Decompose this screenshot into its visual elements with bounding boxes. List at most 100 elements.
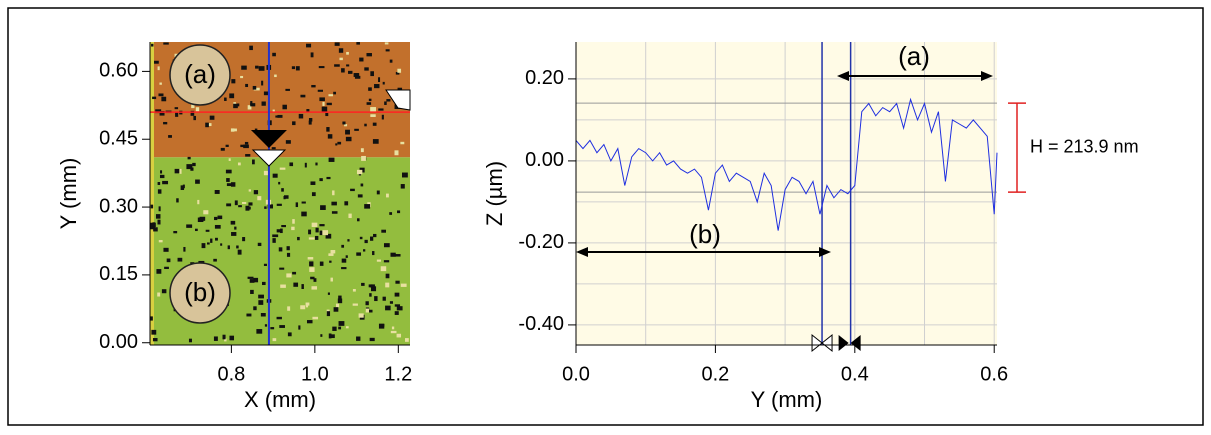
speckle <box>378 108 384 111</box>
edge-strip <box>150 42 154 345</box>
speckle <box>258 66 265 71</box>
speckle <box>253 190 259 195</box>
speckle <box>291 226 295 231</box>
y-tick-label: 0.30 <box>99 195 138 217</box>
speckle <box>300 305 306 310</box>
speckle <box>258 300 264 305</box>
speckle <box>154 60 159 64</box>
speckle <box>229 93 235 99</box>
speckle <box>368 87 372 91</box>
speckle <box>358 313 364 318</box>
speckle <box>199 216 206 221</box>
speckle <box>370 107 376 112</box>
speckle <box>195 179 200 184</box>
speckle <box>356 336 361 341</box>
speckle <box>292 121 296 126</box>
speckle <box>283 196 286 200</box>
speckle <box>190 110 195 116</box>
speckle <box>345 136 352 142</box>
speckle <box>311 286 318 290</box>
speckle <box>372 251 375 256</box>
speckle <box>152 338 158 342</box>
speckle <box>164 266 169 270</box>
y-tick-label: 0.00 <box>525 149 564 171</box>
speckle <box>220 147 225 151</box>
speckle <box>345 326 349 329</box>
speckle <box>325 233 332 239</box>
speckle <box>329 260 332 263</box>
speckle <box>161 289 167 294</box>
x-axis-label: X (mm) <box>244 387 316 412</box>
speckle <box>263 91 268 96</box>
speckle <box>253 87 260 91</box>
speckle <box>283 195 289 199</box>
speckle <box>301 211 307 217</box>
speckle <box>331 201 337 206</box>
speckle <box>150 225 156 230</box>
speckle <box>368 98 372 102</box>
speckle <box>157 182 161 185</box>
profile-line <box>575 97 998 231</box>
speckle <box>315 227 319 233</box>
speckle <box>174 107 179 110</box>
speckle <box>261 101 266 106</box>
speckle <box>354 128 359 131</box>
speckle <box>368 284 373 288</box>
speckle <box>275 115 279 118</box>
speckle <box>396 306 403 311</box>
speckle <box>397 210 401 214</box>
speckle <box>158 93 164 97</box>
speckle <box>372 139 379 144</box>
speckle <box>363 249 366 252</box>
speckle <box>197 199 200 205</box>
speckle <box>298 113 304 119</box>
speckle <box>242 201 247 204</box>
speckle <box>159 174 165 179</box>
speckle <box>252 85 257 90</box>
speckle <box>230 182 236 187</box>
speckle <box>333 307 339 312</box>
speckle <box>361 282 365 286</box>
speckle <box>157 66 160 71</box>
speckle <box>364 239 368 244</box>
speckle <box>338 326 342 330</box>
speckle <box>337 141 342 145</box>
speckle <box>320 334 323 337</box>
speckle <box>249 279 255 283</box>
speckle <box>176 198 179 203</box>
speckle <box>215 237 218 241</box>
speckle <box>205 122 209 128</box>
speckle <box>369 337 375 342</box>
speckle <box>286 246 290 251</box>
speckle <box>157 292 161 297</box>
speckle <box>205 229 210 232</box>
speckle <box>152 96 157 100</box>
speckle <box>364 204 371 209</box>
speckle <box>330 250 336 254</box>
speckle <box>163 42 169 45</box>
y-tick-label: 0.45 <box>99 128 138 150</box>
speckle <box>332 326 337 331</box>
speckle <box>225 144 229 147</box>
speckle <box>385 282 390 288</box>
speckle <box>357 218 360 222</box>
speckle <box>240 75 244 79</box>
speckle <box>389 59 393 63</box>
speckle <box>262 281 266 286</box>
speckle <box>276 316 282 320</box>
speckle <box>385 273 390 279</box>
speckle <box>396 333 402 338</box>
speckle <box>359 236 363 240</box>
arrow-head <box>981 71 993 81</box>
speckle <box>231 232 237 236</box>
speckle <box>193 115 197 121</box>
speckle <box>364 123 367 127</box>
speckle <box>328 333 332 339</box>
speckle <box>309 267 315 272</box>
x-tick-label: 1.0 <box>301 363 329 385</box>
speckle <box>151 329 157 335</box>
speckle <box>297 236 300 241</box>
speckle <box>156 269 162 274</box>
speckle <box>326 127 330 132</box>
speckle <box>227 245 230 250</box>
